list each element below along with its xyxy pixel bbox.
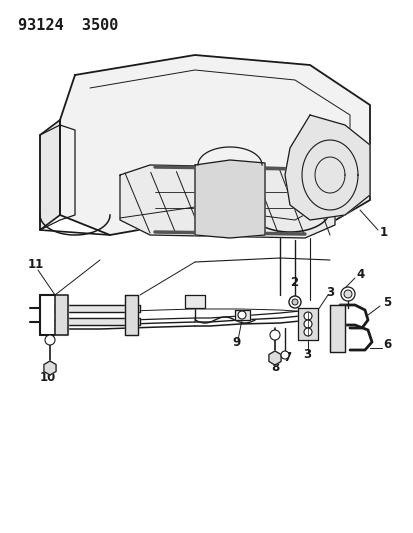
- Text: 11: 11: [28, 259, 44, 271]
- Circle shape: [280, 351, 288, 359]
- Polygon shape: [195, 160, 264, 238]
- Circle shape: [340, 287, 354, 301]
- Text: 5: 5: [382, 296, 390, 310]
- Text: 8: 8: [271, 361, 279, 375]
- Polygon shape: [329, 305, 344, 352]
- Polygon shape: [120, 165, 334, 238]
- Circle shape: [269, 330, 279, 340]
- Text: 3: 3: [325, 286, 333, 298]
- Circle shape: [45, 335, 55, 345]
- Circle shape: [303, 320, 311, 328]
- Text: 10: 10: [40, 372, 56, 384]
- Text: 7: 7: [282, 351, 290, 365]
- Text: 4: 4: [355, 269, 363, 281]
- Circle shape: [343, 290, 351, 298]
- Polygon shape: [284, 115, 369, 220]
- Polygon shape: [185, 295, 204, 308]
- Polygon shape: [268, 351, 280, 365]
- Text: 2: 2: [289, 277, 297, 289]
- Polygon shape: [125, 295, 138, 335]
- Circle shape: [291, 299, 297, 305]
- Text: 3: 3: [302, 349, 311, 361]
- Polygon shape: [235, 310, 249, 320]
- Text: 93124  3500: 93124 3500: [18, 18, 118, 33]
- Polygon shape: [40, 120, 60, 230]
- Polygon shape: [60, 55, 369, 235]
- Circle shape: [288, 296, 300, 308]
- Polygon shape: [55, 305, 140, 312]
- Text: 1: 1: [379, 225, 387, 238]
- Circle shape: [303, 312, 311, 320]
- Circle shape: [303, 328, 311, 336]
- Text: 6: 6: [382, 338, 390, 351]
- Circle shape: [237, 311, 245, 319]
- Polygon shape: [55, 295, 68, 335]
- Polygon shape: [44, 361, 56, 375]
- Text: 9: 9: [231, 336, 240, 350]
- Polygon shape: [297, 308, 317, 340]
- Polygon shape: [55, 318, 140, 325]
